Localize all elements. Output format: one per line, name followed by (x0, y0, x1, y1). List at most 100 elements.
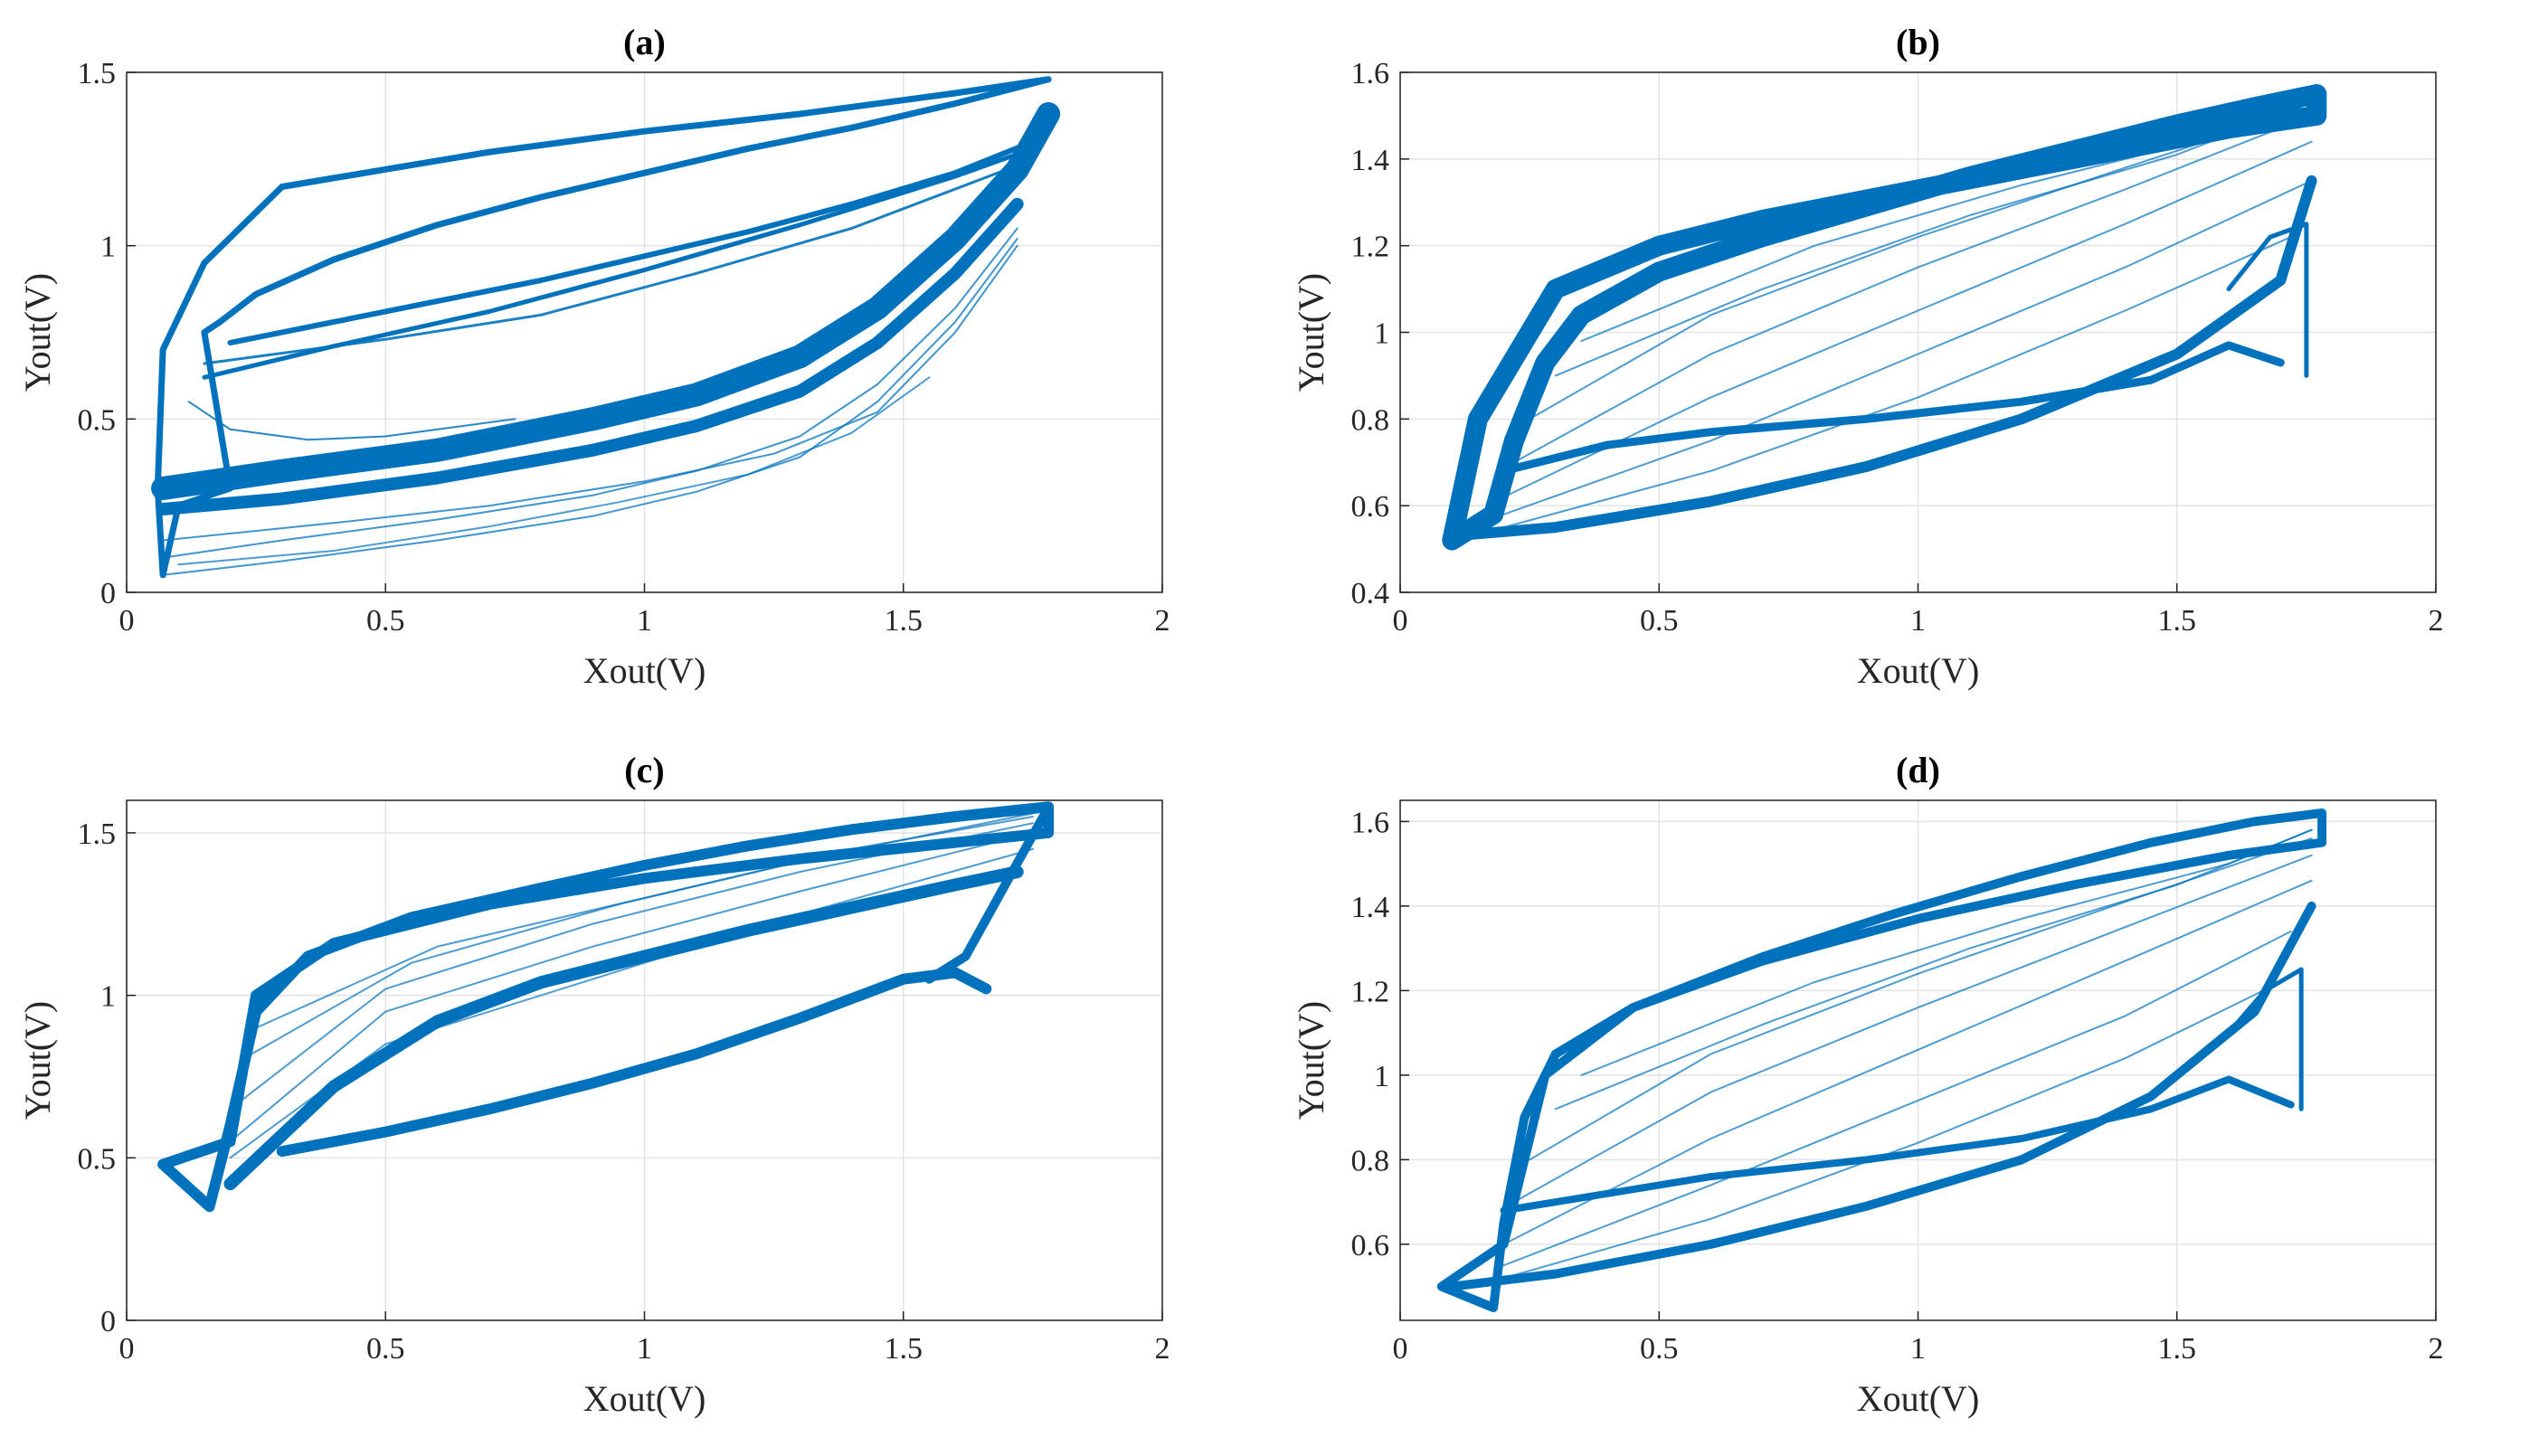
x-tick-label: 0 (1393, 604, 1408, 638)
x-tick-label: 1.5 (885, 1332, 924, 1366)
series-bottom-loop (1446, 175, 2317, 542)
series-fan-5 (1554, 101, 2313, 377)
y-tick-label: 1.6 (1351, 806, 1390, 839)
chart-title: (c) (624, 750, 664, 790)
series-outer-loop (1436, 808, 2327, 1312)
chart-title: (b) (1896, 22, 1940, 62)
y-tick-label: 0.6 (1351, 490, 1390, 524)
series-fan-6 (1502, 236, 2292, 529)
series-lower-band-core (156, 197, 1024, 515)
series-hook-band (2226, 967, 2304, 1111)
series-fan-7 (1580, 101, 2313, 343)
chart-panel-a: 0 0.5 1 1.5 2 0 0.5 1 1.5 (a) Xout(V) Yout(V) (0, 0, 1274, 728)
series-fan-6 (1502, 981, 2282, 1280)
y-tick-label: 1 (100, 231, 116, 264)
y-tick-label: 1.5 (78, 57, 117, 90)
x-axis-label: Xout(V) (1857, 1378, 1980, 1419)
x-tick-label: 2 (1155, 604, 1170, 638)
y-tick-label: 1.2 (1351, 231, 1390, 264)
series-lower-band (151, 102, 1061, 500)
y-tick-label: 1.6 (1351, 57, 1390, 90)
x-tick-label: 0.5 (366, 604, 405, 638)
series-group (1436, 808, 2327, 1312)
x-tick-label: 2 (1155, 1332, 1170, 1366)
series-fan-1 (1502, 879, 2313, 1245)
x-axis-label: Xout(V) (1857, 650, 1980, 691)
series-lower-band (276, 967, 992, 1158)
series-cross-band (1500, 341, 2285, 476)
x-tick-label: 0.5 (1640, 604, 1679, 638)
series-bottom-fan-4 (177, 376, 931, 566)
chart-d-svg: 0 0.5 1 1.5 2 0.6 0.8 1 1.2 1.4 1.6 (d) Xout(V) Yout(… (1291, 750, 2444, 1419)
series-bottom-fan-3 (162, 244, 1018, 542)
chart-c-svg: 0 0.5 1 1.5 2 0 0.5 1 1.5 (c) Xout(V) Yout(V) (17, 750, 1170, 1419)
y-tick-label: 0.8 (1351, 403, 1390, 437)
y-tick-label: 0.5 (78, 1142, 117, 1176)
series-group (151, 76, 1061, 579)
series-fan-7 (1580, 828, 2313, 1076)
series-outer-loop (157, 801, 1055, 1213)
y-tick-label: 0 (100, 1305, 116, 1338)
series-outer-loop (1442, 84, 2327, 551)
series-cross-band (1500, 1075, 2295, 1215)
series-bottom-fan-2 (162, 238, 1018, 576)
series-right-band (924, 812, 1048, 984)
x-tick-label: 1 (1910, 1332, 1926, 1366)
y-tick-label: 0.5 (78, 403, 117, 437)
series-fan-4 (1502, 179, 2313, 515)
y-axis-label: Yout(V) (1291, 1001, 1331, 1120)
series-inner-band-3 (203, 167, 1009, 365)
chart-b-svg: 0 0.5 1 1.5 2 0.4 0.6 0.8 1 1.2 1.4 1.6 (b) Xout(V) Yo… (1291, 22, 2444, 691)
x-tick-label: 1.5 (2158, 1332, 2197, 1366)
y-tick-label: 0.6 (1351, 1229, 1390, 1262)
chart-panel-c: 0 0.5 1 1.5 2 0 0.5 1 1.5 (c) Xout(V) Yout(V) (0, 728, 1274, 1456)
y-tick-label: 1 (1374, 1060, 1389, 1093)
series-fan-1 (1502, 140, 2313, 498)
series-inner-band-1 (227, 138, 1036, 345)
y-axis-label: Yout(V) (17, 1001, 58, 1120)
series-fan-2 (1512, 114, 2313, 464)
series-hook-band (2226, 222, 2309, 378)
x-tick-label: 0 (119, 1332, 135, 1366)
x-tick-label: 1.5 (885, 604, 924, 638)
series-fan-4 (229, 847, 1034, 1159)
y-tick-label: 0 (100, 577, 116, 610)
x-tick-label: 0.5 (1640, 1332, 1679, 1366)
series-thin-loop (187, 401, 516, 441)
grid (1399, 71, 2437, 593)
x-tick-label: 1.5 (2158, 604, 2197, 638)
x-tick-label: 0 (1393, 1332, 1408, 1366)
x-tick-label: 0.5 (366, 1332, 405, 1366)
y-tick-label: 1.4 (1351, 891, 1390, 924)
series-inner-band (223, 865, 1024, 1191)
series-group (157, 801, 1055, 1213)
y-tick-label: 0.8 (1351, 1144, 1390, 1177)
series-fan-5 (1554, 828, 2313, 1111)
x-tick-label: 2 (2429, 604, 2444, 638)
x-tick-label: 1 (637, 604, 652, 638)
x-tick-label: 1 (637, 1332, 652, 1366)
chart-title: (a) (623, 22, 666, 62)
series-fan-1 (229, 831, 1034, 1143)
y-tick-label: 1 (1374, 317, 1389, 351)
x-tick-label: 1 (1910, 604, 1926, 638)
chart-a-svg: 0 0.5 1 1.5 2 0 0.5 1 1.5 (a) Xout(V) Yout(V) (17, 22, 1170, 691)
y-tick-label: 0.4 (1351, 577, 1390, 610)
y-tick-label: 1.5 (78, 818, 117, 851)
series-fan-2 (1512, 854, 2313, 1204)
y-tick-label: 1.2 (1351, 975, 1390, 1008)
x-axis-label: Xout(V) (583, 650, 706, 691)
x-tick-label: 2 (2429, 1332, 2444, 1366)
x-axis-label: Xout(V) (583, 1378, 706, 1419)
series-group (1442, 84, 2327, 551)
y-tick-label: 1.4 (1351, 144, 1390, 177)
series-fan-2 (229, 822, 1034, 1111)
chart-panel-b: 0 0.5 1 1.5 2 0.4 0.6 0.8 1 1.2 1.4 1.6 (b) Xout(V) Yo… (1274, 0, 2548, 728)
series-fan-5 (255, 816, 1034, 1029)
x-tick-label: 0 (119, 604, 135, 638)
y-axis-label: Yout(V) (17, 273, 58, 392)
series-fan-3 (1529, 106, 2313, 421)
y-tick-label: 1 (100, 980, 116, 1014)
series-fan-4 (1502, 930, 2292, 1267)
chart-panel-d: 0 0.5 1 1.5 2 0.6 0.8 1 1.2 1.4 1.6 (d) Xout(V) Yout(… (1274, 728, 2548, 1456)
